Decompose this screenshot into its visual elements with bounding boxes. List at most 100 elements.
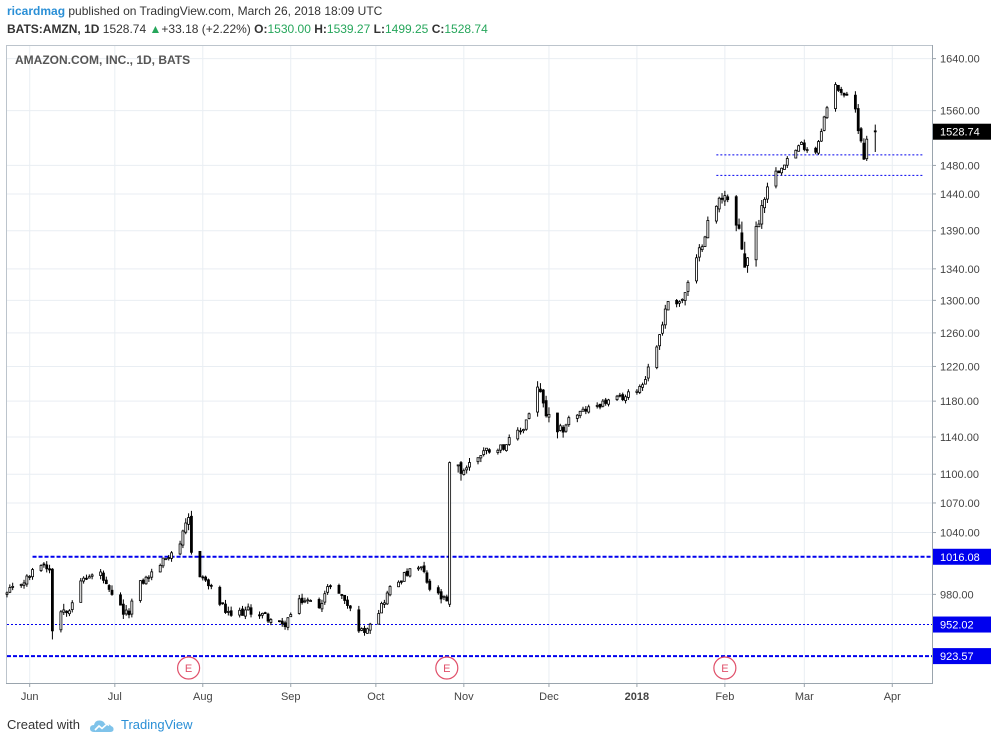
candle-body (65, 610, 68, 614)
candle (482, 447, 486, 457)
candle (226, 606, 230, 616)
candle-body (329, 585, 332, 588)
y-tick-label: 1040.00 (940, 528, 980, 540)
candle (680, 298, 684, 304)
candle-body (340, 594, 344, 596)
candle (504, 444, 508, 452)
candle-body (802, 142, 806, 150)
candle-body (859, 128, 863, 142)
candle (794, 149, 798, 159)
x-tick-label: Apr (884, 691, 901, 703)
candle (825, 105, 829, 119)
candle-body (360, 628, 364, 631)
candle-body (229, 610, 233, 616)
horizontal-levels[interactable] (7, 154, 932, 658)
candle-body (584, 408, 588, 412)
candle (541, 389, 545, 408)
candle-body (50, 568, 54, 632)
earnings-circle (713, 656, 737, 680)
candle (595, 402, 599, 409)
level-label: 923.57 (940, 651, 974, 663)
candle-body (683, 292, 687, 301)
candle (184, 518, 188, 535)
candle-body (243, 609, 247, 617)
candle (817, 140, 820, 155)
candle-body (468, 462, 471, 468)
candle (797, 144, 801, 152)
candle (522, 428, 525, 434)
last-price-label: 1528.74 (940, 127, 980, 139)
candle (269, 618, 273, 626)
candle (209, 583, 213, 590)
candle (618, 392, 622, 398)
candle-body (323, 593, 327, 603)
candle (65, 610, 68, 617)
candle-body (504, 444, 508, 451)
candle (221, 602, 225, 605)
x-tick-label: Oct (367, 691, 384, 703)
tradingview-link[interactable]: TradingView (121, 717, 193, 732)
candle (59, 610, 63, 633)
created-with-text: Created with (7, 717, 80, 732)
price-axis[interactable]: 1640.00 1560.00 1480.00 1440.00 1390.00 1340.… (932, 54, 991, 665)
candle-body (448, 462, 452, 605)
candle-body (556, 412, 559, 433)
candle-body (19, 583, 23, 586)
candle (31, 567, 34, 580)
time-axis[interactable]: Jun Jul Aug Sep Oct Nov Dec 2018 Feb Mar Apr (21, 683, 901, 703)
candle-body (814, 147, 818, 153)
candle-body (717, 197, 721, 210)
candle (448, 461, 452, 608)
candle-body (119, 594, 122, 606)
candle (283, 620, 287, 630)
candle (697, 244, 701, 262)
candle (260, 612, 264, 619)
candle (400, 580, 403, 585)
earnings-marker[interactable]: E (713, 656, 737, 680)
level-label-box (933, 648, 991, 665)
candle (397, 580, 400, 588)
candle (150, 568, 154, 581)
candle-body (8, 587, 12, 593)
candle (839, 86, 843, 96)
high-value: 1539.27 (326, 22, 371, 36)
candle (28, 575, 32, 581)
candle-body (31, 569, 34, 578)
candle-body (522, 429, 525, 432)
candle-body (558, 425, 562, 431)
candle (626, 389, 630, 400)
candle (695, 254, 698, 284)
candle-body (90, 574, 94, 577)
candle (624, 394, 627, 404)
x-tick-label: Feb (715, 691, 734, 703)
candle (675, 298, 679, 308)
candle-body (187, 517, 190, 525)
candle (303, 597, 307, 604)
candle (661, 321, 664, 336)
candle-body (300, 597, 304, 604)
candle (678, 300, 681, 307)
candle (238, 607, 242, 618)
candle (130, 598, 134, 618)
candle (181, 529, 185, 549)
y-tick-label: 1560.00 (940, 106, 980, 118)
candle-body (496, 449, 500, 453)
username-link[interactable]: ricardmag (7, 4, 66, 18)
candle (124, 605, 128, 616)
candle (439, 589, 443, 604)
earnings-marker[interactable]: E (176, 656, 201, 680)
candle-body (104, 579, 108, 585)
candle (479, 455, 483, 463)
candle-body (11, 586, 15, 588)
candle (635, 389, 639, 395)
candle (584, 406, 588, 415)
chart-frame (6, 45, 933, 684)
candle-body (204, 576, 208, 581)
candle-body (575, 414, 579, 419)
candle (726, 194, 730, 203)
price-chart[interactable]: E E E 1640.001560.001480.001440.001390.001… (0, 40, 992, 708)
candle-body (85, 577, 88, 580)
candle-body (130, 600, 134, 615)
earnings-marker[interactable]: E (435, 656, 459, 680)
